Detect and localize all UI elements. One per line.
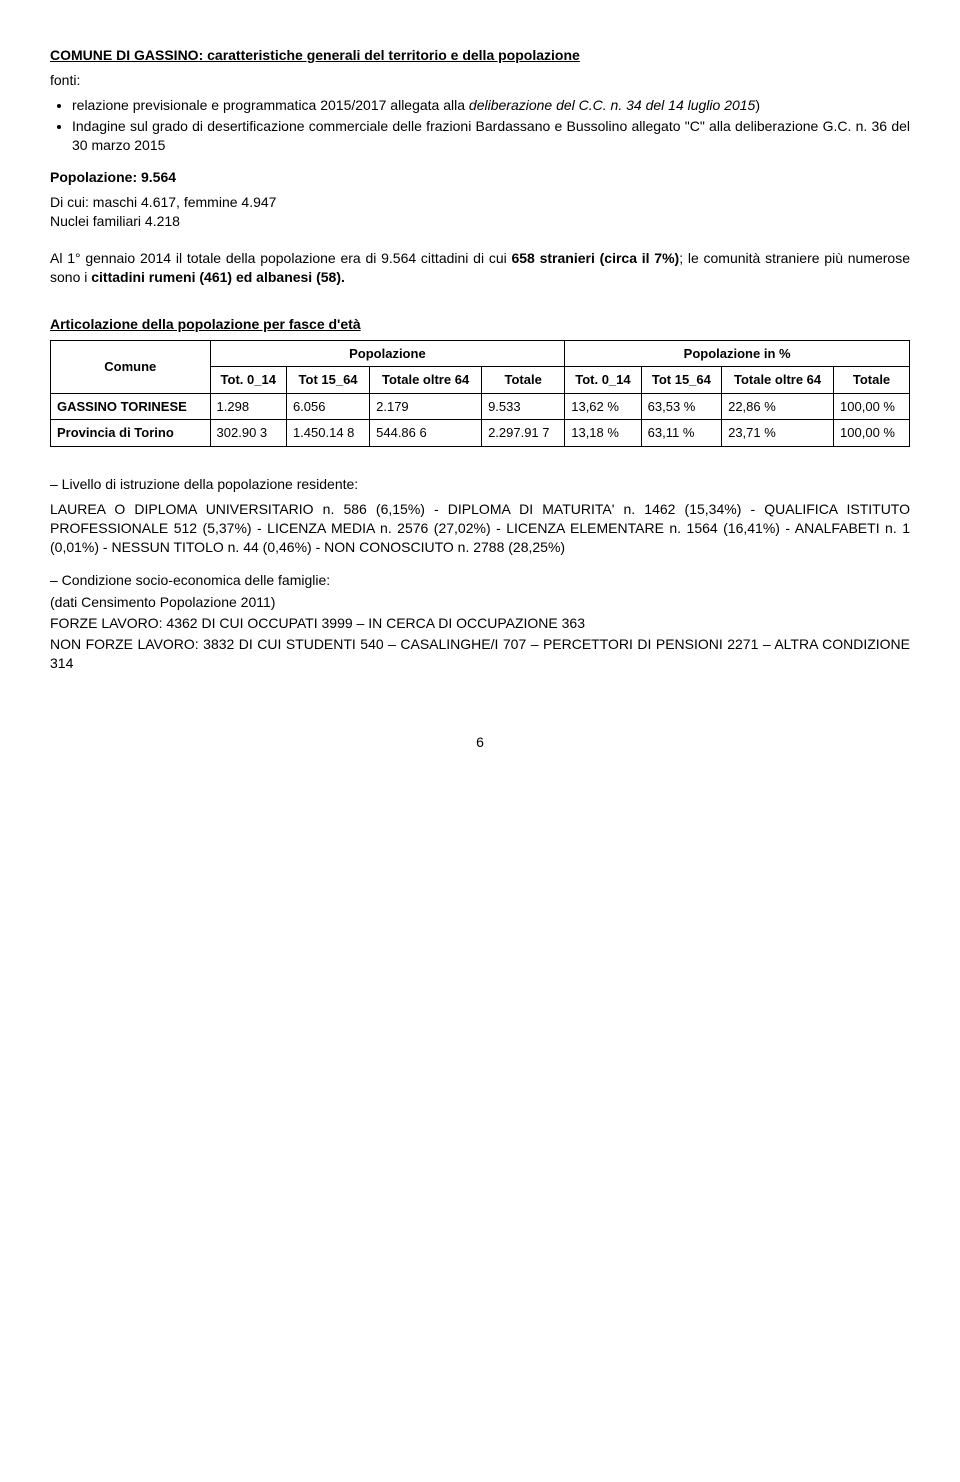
- text-bold: cittadini rumeni (461) ed albanesi (58).: [91, 269, 345, 285]
- col-group-pop: Popolazione: [210, 340, 565, 367]
- col-header: Tot. 0_14: [565, 367, 641, 394]
- cell: 2.179: [370, 393, 482, 420]
- fonti-list: relazione previsionale e programmatica 2…: [50, 96, 910, 155]
- col-header: Tot 15_64: [641, 367, 721, 394]
- paragraph-stranieri: Al 1° gennaio 2014 il totale della popol…: [50, 249, 910, 287]
- col-comune: Comune: [51, 340, 211, 393]
- fonti-text: ): [755, 97, 760, 113]
- cell: 1.450.14 8: [286, 420, 369, 447]
- document-title: COMUNE DI GASSINO: caratteristiche gener…: [50, 46, 910, 65]
- fonti-text: relazione previsionale e programmatica 2…: [72, 97, 469, 113]
- fonti-italic: deliberazione del C.C. n. 34 del 14 lugl…: [469, 97, 755, 113]
- istruzione-text: LAUREA O DIPLOMA UNIVERSITARIO n. 586 (6…: [50, 500, 910, 557]
- table-row: GASSINO TORINESE 1.298 6.056 2.179 9.533…: [51, 393, 910, 420]
- popolazione-heading: Popolazione: 9.564: [50, 168, 910, 187]
- cell: 100,00 %: [834, 420, 910, 447]
- cell: 13,18 %: [565, 420, 641, 447]
- cell: 23,71 %: [722, 420, 834, 447]
- text-bold: 658 stranieri (circa il 7%): [511, 250, 679, 266]
- col-header: Totale oltre 64: [722, 367, 834, 394]
- cell: 100,00 %: [834, 393, 910, 420]
- fonti-item: relazione previsionale e programmatica 2…: [72, 96, 910, 115]
- col-header: Totale: [834, 367, 910, 394]
- cell: 2.297.91 7: [482, 420, 565, 447]
- fonti-item: Indagine sul grado di desertificazione c…: [72, 117, 910, 155]
- cell: 302.90 3: [210, 420, 286, 447]
- socio-line: FORZE LAVORO: 4362 DI CUI OCCUPATI 3999 …: [50, 614, 910, 633]
- socio-heading: – Condizione socio-economica delle famig…: [50, 571, 910, 590]
- page-number: 6: [50, 733, 910, 752]
- popolazione-detail: Di cui: maschi 4.617, femmine 4.947: [50, 193, 910, 212]
- istruzione-heading: – Livello di istruzione della popolazion…: [50, 475, 910, 494]
- col-header: Tot. 0_14: [210, 367, 286, 394]
- cell: 9.533: [482, 393, 565, 420]
- col-group-pct: Popolazione in %: [565, 340, 910, 367]
- table-row: Provincia di Torino 302.90 3 1.450.14 8 …: [51, 420, 910, 447]
- row-label: Provincia di Torino: [51, 420, 211, 447]
- cell: 63,11 %: [641, 420, 721, 447]
- text: Al 1° gennaio 2014 il totale della popol…: [50, 250, 511, 266]
- population-table: Comune Popolazione Popolazione in % Tot.…: [50, 340, 910, 447]
- col-header: Totale: [482, 367, 565, 394]
- socio-line: NON FORZE LAVORO: 3832 DI CUI STUDENTI 5…: [50, 635, 910, 673]
- col-header: Tot 15_64: [286, 367, 369, 394]
- col-header: Totale oltre 64: [370, 367, 482, 394]
- table-title: Articolazione della popolazione per fasc…: [50, 315, 910, 334]
- fonti-label: fonti:: [50, 71, 910, 90]
- cell: 6.056: [286, 393, 369, 420]
- cell: 1.298: [210, 393, 286, 420]
- socio-sub: (dati Censimento Popolazione 2011): [50, 593, 910, 612]
- fonti-text: Indagine sul grado di desertificazione c…: [72, 118, 910, 153]
- cell: 13,62 %: [565, 393, 641, 420]
- popolazione-detail: Nuclei familiari 4.218: [50, 212, 910, 231]
- cell: 544.86 6: [370, 420, 482, 447]
- row-label: GASSINO TORINESE: [51, 393, 211, 420]
- cell: 22,86 %: [722, 393, 834, 420]
- cell: 63,53 %: [641, 393, 721, 420]
